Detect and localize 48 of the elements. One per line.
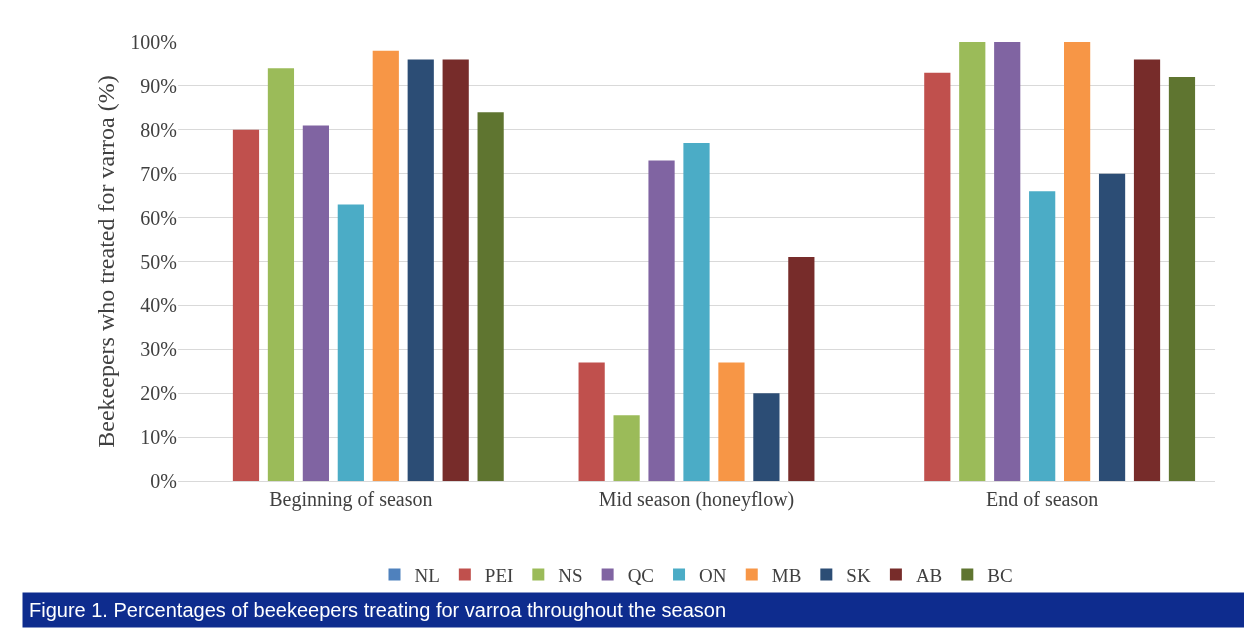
legend-label: QC <box>627 564 655 586</box>
bar <box>648 160 675 481</box>
bar <box>407 59 434 481</box>
y-axis-title: Beekeepers who treated for varroa (%) <box>93 75 120 448</box>
legend-label: MB <box>771 564 802 586</box>
y-tick-label: 70% <box>140 162 177 185</box>
bar <box>1098 173 1126 481</box>
y-tick-label: 20% <box>140 382 177 405</box>
bar <box>337 204 364 481</box>
y-tick-label: 80% <box>140 118 177 141</box>
legend-label: BC <box>987 564 1013 586</box>
y-tick-label: 60% <box>140 206 177 229</box>
legend-label: ON <box>699 564 727 586</box>
bar <box>959 42 986 481</box>
bar <box>1029 191 1056 481</box>
caption: Figure 1. Percentages of beekeepers treating for varroa throughout the season <box>29 599 727 621</box>
legend-label: AB <box>915 564 943 586</box>
bar <box>994 42 1021 481</box>
bar <box>578 362 605 481</box>
legend-label: PEI <box>484 564 514 586</box>
x-tick-label: Mid season (honeyflow) <box>598 488 795 511</box>
y-tick-label: 40% <box>140 294 177 317</box>
bar <box>1064 42 1091 481</box>
y-tick-label: 30% <box>140 338 177 361</box>
bar <box>753 393 780 481</box>
bar <box>477 112 504 481</box>
bar <box>788 257 815 481</box>
y-tick-label: 90% <box>140 74 177 97</box>
bar <box>372 50 399 481</box>
y-tick-label: 10% <box>140 426 177 449</box>
bar <box>302 125 329 481</box>
bar <box>613 415 640 481</box>
legend-label: NL <box>414 564 440 586</box>
legend-label: NS <box>558 564 583 586</box>
x-tick-label: Beginning of season <box>269 488 433 511</box>
bar <box>1168 77 1196 481</box>
bar <box>232 129 260 481</box>
y-tick-label: 0% <box>150 470 177 492</box>
x-tick-label: End of season <box>986 488 1099 510</box>
y-tick-label: 50% <box>140 250 177 273</box>
bar <box>683 142 710 481</box>
bar <box>1133 59 1161 481</box>
bar <box>442 59 469 481</box>
legend-label: SK <box>846 564 871 586</box>
bar <box>924 72 951 481</box>
bar <box>267 68 295 481</box>
y-tick-label: 100% <box>130 31 177 53</box>
bar <box>718 362 745 481</box>
